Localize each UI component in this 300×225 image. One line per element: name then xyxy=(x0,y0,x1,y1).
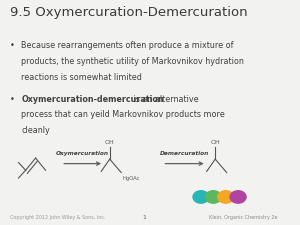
Text: Klein, Organic Chemistry 2e: Klein, Organic Chemistry 2e xyxy=(209,215,278,220)
Text: •: • xyxy=(10,95,15,104)
Text: 9.5 Oxymercuration-Demercuration: 9.5 Oxymercuration-Demercuration xyxy=(10,6,247,19)
Text: is an alternative: is an alternative xyxy=(131,95,199,104)
Text: OH: OH xyxy=(210,140,220,145)
Circle shape xyxy=(193,191,209,203)
Text: Copyright 2012 John Wiley & Sons, Inc.: Copyright 2012 John Wiley & Sons, Inc. xyxy=(10,215,105,220)
Text: products, the synthetic utility of Markovnikov hydration: products, the synthetic utility of Marko… xyxy=(21,57,244,66)
Text: 1: 1 xyxy=(142,215,146,220)
Text: process that can yeild Markovnikov products more: process that can yeild Markovnikov produ… xyxy=(21,110,225,119)
Circle shape xyxy=(230,191,246,203)
Text: Because rearrangements often produce a mixture of: Because rearrangements often produce a m… xyxy=(21,41,234,50)
Text: •: • xyxy=(10,41,15,50)
Text: reactions is somewhat limited: reactions is somewhat limited xyxy=(21,72,142,81)
Circle shape xyxy=(218,191,234,203)
Text: Oxymercuration-demercuration: Oxymercuration-demercuration xyxy=(21,95,164,104)
Text: Oxymercuration: Oxymercuration xyxy=(56,151,109,156)
Text: Demercuration: Demercuration xyxy=(160,151,209,156)
Text: cleanly: cleanly xyxy=(21,126,50,135)
Circle shape xyxy=(206,191,221,203)
Text: OH: OH xyxy=(105,140,115,145)
Text: HgOAc: HgOAc xyxy=(123,176,140,181)
